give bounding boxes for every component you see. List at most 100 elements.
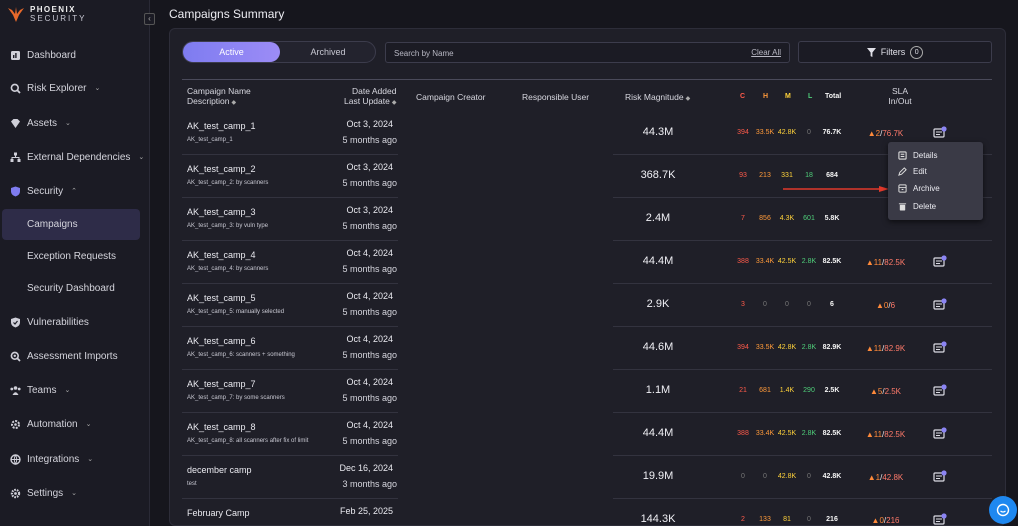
campaign-name[interactable]: AK_test_camp_5	[187, 293, 256, 303]
table-row[interactable]: december camp test Dec 16, 2024 3 months ag…	[182, 456, 398, 499]
severity-h-count: 133	[759, 516, 771, 523]
collapse-sidebar-button[interactable]: ‹	[144, 13, 155, 25]
severity-l-count: 0	[807, 473, 811, 480]
campaign-name[interactable]: February Camp	[187, 508, 250, 518]
campaign-name[interactable]: AK_test_camp_8	[187, 422, 256, 432]
table-row[interactable]: AK_test_camp_4 AK_test_camp_4: by scanner…	[182, 241, 398, 284]
table-row[interactable]: AK_test_camp_5 AK_test_camp_5: manually s…	[182, 284, 398, 327]
brand-tagline: SECURITY	[30, 14, 87, 23]
header-campaign-creator: Campaign Creator	[416, 92, 486, 102]
table-row-metrics: 19.9M 0 0 42.8K 0 42.8K ▲1/42.8K	[613, 456, 992, 499]
campaign-actions-icon[interactable]	[933, 470, 947, 482]
sidebar-item-teams[interactable]: Teams ⌄	[10, 382, 70, 398]
sidebar-item-label: Risk Explorer	[27, 82, 87, 94]
header-risk-magnitude[interactable]: Risk Magnitude ◆	[625, 92, 690, 104]
table-row[interactable]: AK_test_camp_3 AK_test_camp_3: by vuln ty…	[182, 198, 398, 241]
table-row-metrics: 1.1M 21 681 1.4K 290 2.5K ▲5/2.5K	[613, 370, 992, 413]
menu-archive-label: Archive	[913, 183, 940, 193]
sidebar-item-settings[interactable]: Settings ⌄	[10, 485, 77, 501]
risk-magnitude: 44.3M	[642, 126, 674, 138]
campaign-actions-icon[interactable]	[933, 255, 947, 267]
last-update: 5 months ago	[342, 221, 397, 231]
campaign-name[interactable]: AK_test_camp_7	[187, 379, 256, 389]
date-added: Oct 3, 2024	[346, 162, 393, 172]
header-description[interactable]: Description ◆	[187, 96, 251, 108]
severity-total-count: 82.9K	[822, 344, 842, 351]
severity-l-count: 0	[807, 301, 811, 308]
campaign-actions-icon[interactable]	[933, 513, 947, 525]
menu-item-edit[interactable]: Edit	[898, 164, 927, 178]
sla-in-out: ▲0/216	[858, 516, 913, 525]
logo[interactable]: PHOENIX SECURITY	[6, 4, 86, 24]
table-row-metrics: 44.4M 388 33.4K 42.5K 2.8K 82.5K ▲11/82.5K	[613, 413, 992, 456]
campaign-description: AK_test_camp_4: by scanners	[187, 266, 269, 272]
sidebar-item-risk-explorer[interactable]: Risk Explorer ⌄	[10, 80, 100, 96]
header-last-update[interactable]: Last Update ◆	[344, 96, 396, 108]
sidebar-item-integrations[interactable]: Integrations ⌄	[10, 451, 93, 467]
search-box: Clear All	[385, 42, 790, 63]
sidebar-item-label: Settings	[27, 487, 64, 499]
campaign-actions-icon[interactable]	[933, 341, 947, 353]
table-row[interactable]: AK_test_camp_1 AK_test_camp_1 Oct 3, 2024 5…	[182, 112, 398, 155]
campaign-name[interactable]: AK_test_camp_3	[187, 207, 256, 217]
header-description-label: Description	[187, 96, 230, 106]
campaign-name[interactable]: AK_test_camp_6	[187, 336, 256, 346]
sidebar-item-assessment-imports[interactable]: Assessment Imports	[10, 348, 118, 364]
warning-icon: ▲	[869, 387, 878, 396]
tab-archived[interactable]: Archived	[310, 47, 346, 57]
sidebar-item-dashboard[interactable]: Dashboard	[10, 47, 76, 63]
sidebar-subitem-exception-requests[interactable]: Exception Requests	[27, 251, 116, 262]
tab-active[interactable]: Active	[183, 42, 280, 62]
sla-in-count: 1	[875, 473, 881, 482]
table-row[interactable]: AK_test_camp_6 AK_test_camp_6: scanners +…	[182, 327, 398, 370]
table-row[interactable]: AK_test_camp_8 AK_test_camp_8: all scanne…	[182, 413, 398, 456]
campaign-name[interactable]: AK_test_camp_1	[187, 121, 256, 131]
sidebar-item-label: Dashboard	[27, 49, 76, 61]
campaign-actions-icon[interactable]	[933, 427, 947, 439]
campaign-name[interactable]: december camp	[187, 465, 252, 475]
menu-item-details[interactable]: Details	[898, 148, 937, 162]
date-added: Feb 25, 2025	[339, 506, 393, 516]
table-row[interactable]: AK_test_camp_2 AK_test_camp_2: by scanner…	[182, 155, 398, 198]
severity-m-count: 0	[785, 301, 789, 308]
severity-total-count: 5.8K	[824, 215, 840, 222]
table-row[interactable]: February Camp Feb 25, 2025	[182, 499, 398, 526]
chevron-down-icon: ⌄	[65, 120, 71, 127]
red-arrow-annotation	[783, 186, 889, 192]
campaign-name[interactable]: AK_test_camp_2	[187, 164, 256, 174]
campaign-actions-icon[interactable]	[933, 298, 947, 310]
table-header-divider	[182, 79, 992, 80]
last-update: 3 months ago	[342, 479, 397, 489]
severity-c-count: 0	[741, 473, 745, 480]
sidebar-item-assets[interactable]: Assets ⌄	[10, 115, 71, 131]
sidebar-subitem-campaigns[interactable]: Campaigns	[27, 219, 78, 230]
dashboard-icon	[11, 50, 20, 60]
campaign-actions-icon[interactable]	[933, 126, 947, 138]
campaign-actions-icon[interactable]	[933, 384, 947, 396]
sla-total: 42.8K	[882, 473, 904, 482]
external-dependencies-icon	[10, 152, 21, 162]
risk-magnitude: 44.4M	[642, 427, 674, 439]
sla-total: 2.5K	[884, 387, 902, 396]
chat-button[interactable]	[989, 496, 1017, 524]
sidebar-item-automation[interactable]: Automation ⌄	[10, 416, 91, 432]
search-input[interactable]	[394, 46, 724, 60]
sla-in-count: 11	[873, 258, 883, 267]
menu-item-delete[interactable]: Delete	[898, 199, 936, 213]
campaign-name[interactable]: AK_test_camp_4	[187, 250, 256, 260]
severity-m-count: 4.3K	[779, 215, 795, 222]
filters-button[interactable]: Filters 0	[798, 41, 992, 63]
sidebar-item-vulnerabilities[interactable]: Vulnerabilities	[10, 314, 89, 330]
table-row[interactable]: AK_test_camp_7 AK_test_camp_7: by some sc…	[182, 370, 398, 413]
sidebar-item-external-dependencies[interactable]: External Dependencies ⌄	[10, 149, 144, 165]
clear-all-link[interactable]: Clear All	[751, 48, 781, 57]
sla-in-count: 2	[875, 129, 881, 138]
warning-icon: ▲	[867, 473, 876, 482]
sidebar-item-label: Security	[27, 185, 64, 197]
chevron-down-icon: ⌄	[64, 387, 71, 394]
sidebar-subitem-security-dashboard[interactable]: Security Dashboard	[27, 283, 115, 294]
sidebar-item-security[interactable]: Security ⌃	[10, 183, 77, 199]
severity-l-count: 2.8K	[801, 344, 817, 351]
assets-icon	[11, 118, 20, 128]
menu-item-archive[interactable]: Archive	[898, 181, 940, 195]
